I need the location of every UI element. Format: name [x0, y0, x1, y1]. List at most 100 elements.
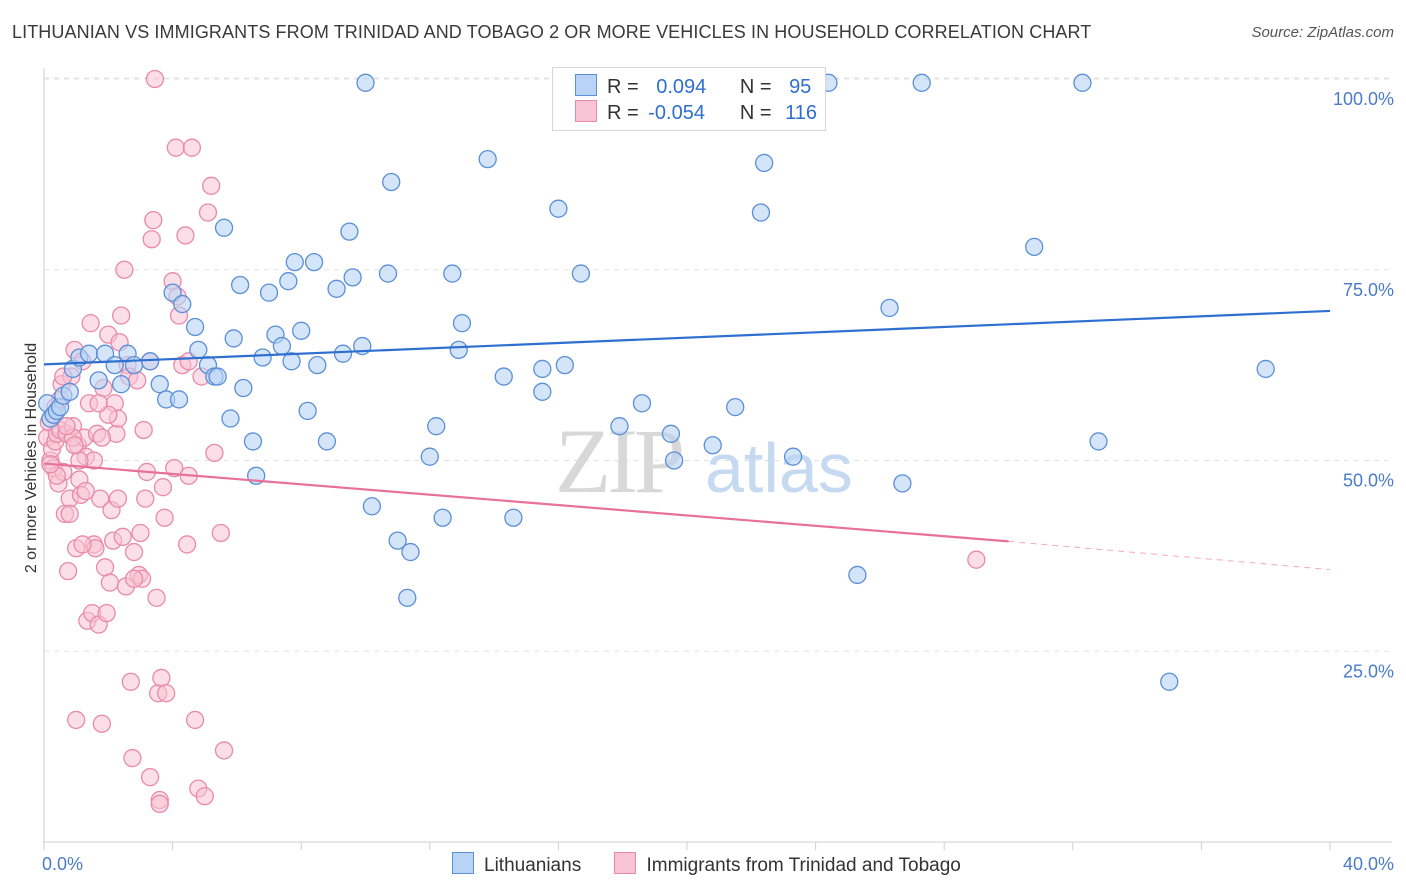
data-point-lithuanian [452, 314, 472, 333]
legend-row-trinidad: R = -0.054 N = 116 [575, 100, 817, 126]
data-point-lithuanian [783, 447, 803, 466]
data-point-trinidad [147, 588, 166, 607]
data-point-lithuanian [282, 352, 301, 371]
legend-r-label: R = [607, 102, 639, 124]
data-point-trinidad [91, 489, 110, 508]
y-tick-label: 100.0% [1333, 89, 1394, 109]
data-point-trinidad [176, 226, 195, 245]
data-point-trinidad [211, 523, 230, 543]
y-tick-label: 25.0% [1343, 661, 1394, 681]
data-point-trinidad [150, 794, 169, 813]
legend-swatch-blue [575, 74, 597, 96]
data-point-lithuanian [124, 355, 144, 375]
watermark-atlas: atlas [705, 429, 853, 507]
x-tick-label-min: 0.0% [42, 854, 83, 874]
data-point-trinidad [142, 230, 161, 249]
data-point-trinidad [198, 203, 218, 222]
chart-title: LITHUANIAN VS IMMIGRANTS FROM TRINIDAD A… [12, 22, 1092, 42]
series-lithuanians [38, 73, 1275, 691]
data-point-lithuanian [533, 359, 552, 379]
data-point-trinidad [177, 535, 197, 554]
data-point-lithuanian [272, 336, 292, 356]
data-point-trinidad [205, 443, 224, 463]
data-point-lithuanian [253, 348, 272, 367]
legend-n-value-2: 116 [785, 102, 817, 124]
legend-n-value-1: 95 [789, 76, 812, 98]
data-point-trinidad [182, 138, 202, 157]
legend-swatch-blue [452, 852, 474, 874]
data-point-trinidad [123, 748, 142, 768]
data-point-trinidad [112, 306, 131, 325]
data-point-lithuanian [378, 264, 398, 283]
data-point-lithuanian [912, 73, 931, 92]
data-point-trinidad [73, 535, 92, 554]
data-point-lithuanian [549, 199, 568, 218]
series-legend: Lithuanians Immigrants from Trinidad and… [452, 852, 989, 877]
data-point-lithuanian [449, 340, 468, 360]
data-point-lithuanian [343, 268, 362, 287]
legend-item-lithuanians[interactable]: Lithuanians [452, 852, 581, 877]
data-point-trinidad [57, 417, 76, 436]
data-point-lithuanian [433, 508, 452, 527]
data-point-trinidad [124, 542, 144, 562]
data-point-lithuanian [230, 275, 250, 295]
data-point-lithuanian [60, 382, 79, 401]
legend-label-lithuanians: Lithuanians [484, 855, 582, 876]
data-point-lithuanian [140, 352, 160, 371]
data-point-trinidad [121, 672, 140, 691]
data-point-lithuanian [533, 382, 552, 401]
data-point-lithuanian [478, 149, 497, 169]
data-point-trinidad [113, 527, 132, 546]
data-point-trinidad [67, 710, 86, 730]
data-point-lithuanian [327, 279, 346, 298]
trend-line-trinidad-extrapolated [1008, 540, 1331, 571]
data-point-lithuanian [333, 344, 353, 363]
data-point-trinidad [157, 684, 176, 703]
data-point-trinidad [60, 504, 79, 524]
data-point-trinidad [58, 561, 78, 581]
data-point-lithuanian [185, 317, 205, 337]
legend-swatch-pink [575, 100, 597, 122]
trend-line-trinidad [43, 462, 1009, 543]
data-point-trinidad [124, 569, 144, 588]
data-point-trinidad [131, 523, 150, 543]
data-point-trinidad [65, 436, 84, 455]
data-point-trinidad [152, 668, 171, 688]
data-point-lithuanian [243, 432, 263, 451]
data-point-lithuanian [169, 390, 189, 409]
grid-lines [44, 77, 1392, 652]
data-point-lithuanian [388, 531, 407, 550]
data-point-trinidad [195, 787, 214, 806]
data-point-lithuanian [703, 436, 722, 455]
data-point-trinidad [967, 550, 986, 569]
legend-n-label: N = [739, 102, 772, 124]
data-point-lithuanian [661, 424, 681, 443]
data-point-trinidad [76, 481, 95, 501]
legend-item-trinidad[interactable]: Immigrants from Trinidad and Tobago [614, 852, 961, 877]
data-point-lithuanian [112, 375, 131, 394]
trend-line-lithuanians [43, 309, 1331, 366]
legend-r-value-2: -0.054 [648, 102, 705, 124]
data-point-lithuanian [224, 329, 243, 348]
data-point-lithuanian [664, 451, 684, 470]
data-point-lithuanian [1089, 432, 1108, 451]
x-tick-label-max: 40.0% [1343, 854, 1394, 874]
data-point-lithuanian [279, 272, 298, 291]
data-point-trinidad [185, 710, 205, 730]
data-point-lithuanian [304, 252, 324, 272]
data-point-lithuanian [427, 417, 446, 436]
data-point-trinidad [100, 573, 120, 592]
data-point-lithuanian [1160, 672, 1179, 691]
data-point-lithuanian [1073, 73, 1092, 92]
data-point-lithuanian [362, 497, 382, 516]
data-point-lithuanian [610, 417, 629, 436]
data-point-lithuanian [1025, 237, 1044, 257]
data-point-lithuanian [893, 474, 912, 493]
data-point-trinidad [155, 508, 174, 527]
data-point-trinidad [214, 741, 234, 760]
data-point-lithuanian [317, 432, 337, 451]
data-point-trinidad [145, 69, 165, 89]
legend-row-lithuanians: R = 0.094 N = 95 [575, 74, 811, 100]
legend-swatch-pink [614, 852, 637, 874]
